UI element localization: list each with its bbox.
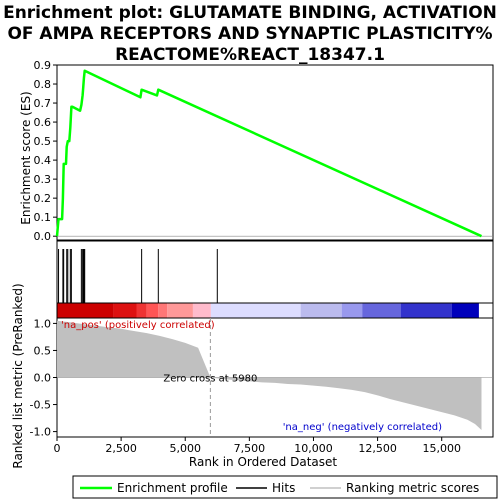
es-y-tick-label: 0.4 [34,154,52,167]
ranked-metric-panel: 1.0 0.5 0.0 -0.5 -1.0 'na_pos' (positively co… [30,317,493,438]
x-axis-label: Rank in Ordered Dataset [189,455,337,469]
title-line-2: OF AMPA RECEPTORS AND SYNAPTIC PLASTICIT… [7,24,492,44]
x-tick-label: 15,000 [422,442,461,455]
hits-frame [57,241,493,303]
es-y-axis-label: Enrichment score (ES) [19,91,33,224]
metric-y-tick-label: -1.0 [30,426,51,439]
legend-enrichment-label: Enrichment profile [117,481,228,495]
legend-hits-label: Hits [272,481,295,495]
heatmap-segment [362,303,400,318]
heatmap-segment [57,303,113,318]
es-y-tick-label: 0.2 [34,192,52,205]
zero-cross-label: Zero cross at 5980 [163,374,257,385]
metric-y-tick-label: 0.0 [34,372,52,385]
x-tick-label: 12,500 [358,442,397,455]
enrichment-score-panel: 0.0 0.1 0.2 0.3 0.4 0.5 0.6 0.7 0.8 0.9 [34,59,494,243]
heatmap-segment [211,303,301,318]
es-y-tick-label: 0.3 [34,173,52,186]
x-tick-label: 5,000 [169,442,201,455]
heatmap-segment [342,303,363,318]
chart-legend: Enrichment profile Hits Ranking metric s… [73,476,497,498]
heatmap-segment [401,303,452,318]
metric-y-tick-label: -0.5 [30,399,51,412]
heatmap-segment [193,303,211,318]
title-line-1: Enrichment plot: GLUTAMATE BINDING, ACTI… [3,3,497,23]
es-y-tick-label: 0.7 [34,97,52,110]
hits-panel [57,241,493,303]
x-tick-label: 0 [54,442,61,455]
es-y-tick-label: 0.5 [34,135,52,148]
x-tick-label: 7,500 [234,442,266,455]
heatmap-segment [452,303,479,318]
heatmap-segment [167,303,193,318]
heatmap-segment [158,303,167,318]
metric-y-axis-label: Ranked list metric (PreRanked) [11,283,25,468]
es-y-tick-label: 0.9 [34,59,52,72]
negative-correlation-label: 'na_neg' (negatively correlated) [283,422,442,433]
es-y-tick-label: 0.0 [34,230,52,243]
x-axis: 0 2,500 5,000 7,500 10,000 12,500 15,000 [54,437,461,455]
heatmap-segment [147,303,159,318]
es-y-tick-label: 0.6 [34,116,52,129]
es-y-tick-label: 0.1 [34,211,52,224]
heatmap-segment [113,303,136,318]
metric-y-tick-label: 1.0 [34,317,52,330]
x-tick-label: 2,500 [105,442,137,455]
heatmap-segment [137,303,147,318]
chart-title: Enrichment plot: GLUTAMATE BINDING, ACTI… [3,3,497,65]
es-plot-frame [57,65,493,240]
positive-correlation-label: 'na_pos' (positively correlated) [61,320,215,331]
x-tick-label: 10,000 [294,442,333,455]
heatmap-segment [301,303,342,318]
legend-metric-label: Ranking metric scores [346,481,479,495]
es-y-tick-label: 0.8 [34,78,52,91]
title-line-3: REACTOME%REACT_18347.1 [115,45,385,65]
metric-y-tick-label: 0.5 [34,344,52,357]
rank-heatmap-bar [57,303,493,318]
